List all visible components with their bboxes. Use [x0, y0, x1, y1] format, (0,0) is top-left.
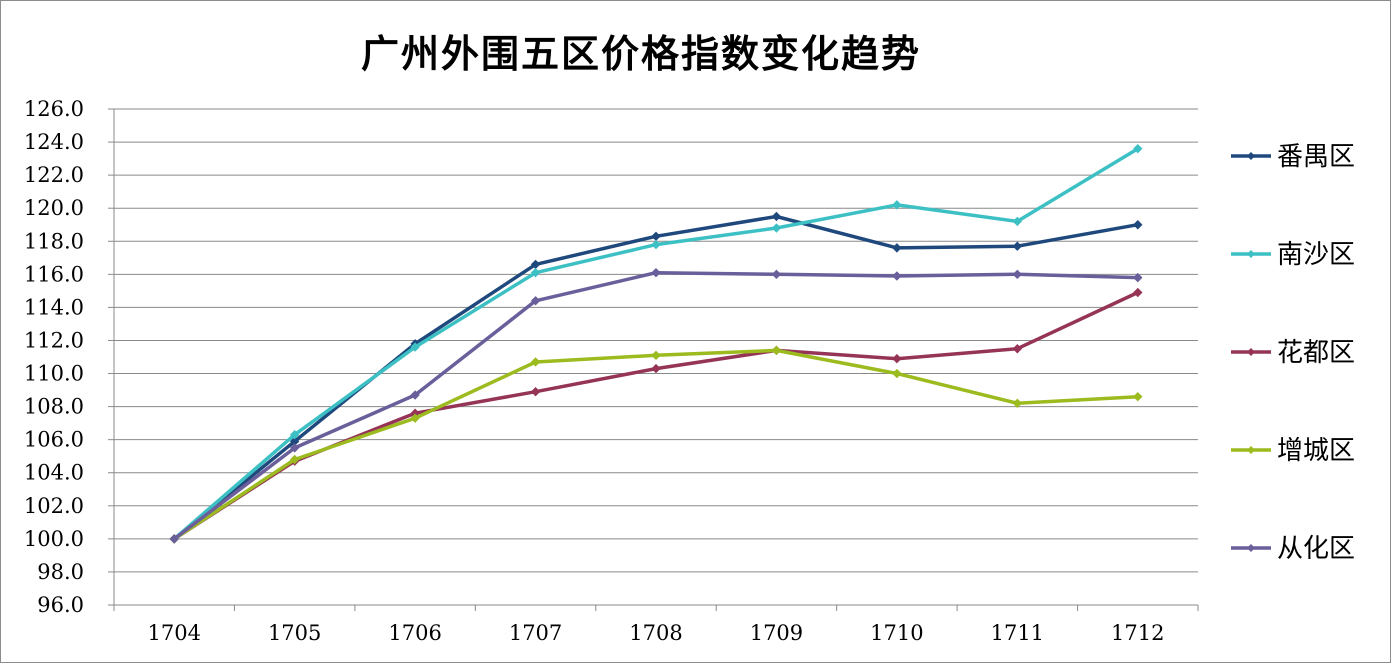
legend-marker: [1247, 250, 1255, 258]
data-point: [410, 342, 420, 352]
y-tick-label: 98.0: [37, 560, 84, 584]
data-point: [169, 534, 179, 544]
x-tick-label: 1707: [509, 621, 562, 645]
data-point: [892, 200, 902, 210]
data-point: [410, 390, 420, 400]
data-point: [289, 429, 300, 440]
y-tick-label: 110.0: [24, 362, 84, 386]
data-point: [530, 357, 541, 367]
x-tick-label: 1704: [147, 621, 200, 645]
y-tick-label: 126.0: [24, 97, 84, 121]
x-tick-label: 1710: [870, 621, 923, 645]
x-tick-label: 1708: [629, 621, 682, 645]
legend-marker: [1247, 348, 1255, 356]
y-tick-label: 118.0: [24, 229, 84, 253]
series-line: [172, 146, 1140, 541]
legend-label: 番禺区: [1277, 142, 1355, 172]
data-point: [530, 296, 541, 306]
legend-label: 增城区: [1277, 436, 1355, 466]
data-point: [1012, 216, 1023, 227]
legend-label: 南沙区: [1277, 240, 1355, 270]
data-point: [1133, 391, 1143, 402]
data-point: [289, 443, 300, 453]
y-tick-label: 100.0: [24, 527, 84, 551]
data-point: [771, 269, 782, 280]
y-tick-label: 124.0: [24, 130, 84, 154]
data-point: [1012, 269, 1023, 280]
series-line: [172, 348, 1140, 541]
y-tick-label: 106.0: [24, 428, 84, 452]
x-tick-label: 1712: [1111, 621, 1164, 645]
data-point: [1133, 272, 1143, 283]
data-point: [892, 271, 902, 281]
data-point: [289, 454, 300, 465]
data-point: [1133, 220, 1143, 230]
series-line: [172, 214, 1140, 541]
data-point: [1012, 241, 1023, 251]
x-tick-label: 1709: [750, 621, 803, 645]
x-tick-label: 1706: [388, 621, 441, 645]
y-tick-label: 104.0: [24, 461, 84, 485]
data-point: [892, 353, 902, 364]
data-point: [651, 267, 661, 278]
data-point: [1133, 143, 1143, 154]
data-point: [1012, 344, 1023, 354]
data-point: [1012, 398, 1023, 409]
data-point: [771, 223, 782, 233]
y-tick-label: 96.0: [37, 593, 84, 617]
legend-marker: [1247, 152, 1255, 160]
y-tick-label: 114.0: [24, 295, 84, 319]
data-point: [892, 243, 902, 253]
y-tick-label: 116.0: [24, 262, 84, 286]
data-point: [771, 211, 782, 222]
y-tick-label: 108.0: [24, 395, 84, 419]
legend-label: 花都区: [1277, 338, 1355, 368]
y-tick-label: 120.0: [24, 196, 84, 220]
data-point: [651, 363, 661, 374]
y-tick-label: 122.0: [24, 163, 84, 187]
data-point: [771, 345, 782, 356]
x-tick-label: 1705: [268, 621, 321, 645]
legend-marker: [1247, 446, 1255, 454]
data-point: [410, 413, 420, 423]
x-tick-label: 1711: [991, 621, 1044, 645]
chart-title: 广州外围五区价格指数变化趋势: [360, 32, 921, 76]
y-tick-label: 112.0: [24, 328, 84, 352]
legend-label: 从化区: [1277, 534, 1355, 564]
data-point: [892, 368, 902, 379]
legend-marker: [1247, 544, 1255, 552]
series-line: [172, 270, 1140, 541]
data-point: [1133, 287, 1143, 298]
data-point: [651, 231, 661, 242]
y-tick-label: 102.0: [24, 494, 84, 518]
data-point: [530, 267, 541, 278]
data-point: [530, 387, 541, 397]
data-point: [651, 239, 661, 250]
data-point: [651, 350, 661, 361]
